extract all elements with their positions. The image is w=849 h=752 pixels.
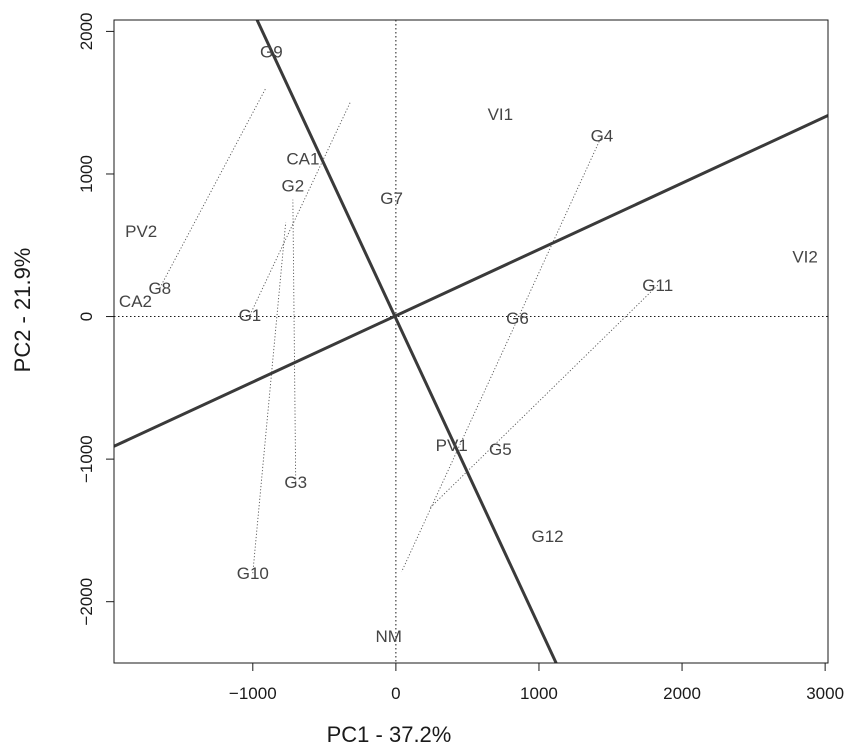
environment-label-vi2: VI2: [792, 248, 818, 267]
y-tick-label-2000: 2000: [77, 12, 96, 50]
biplot-lines: [114, 20, 828, 663]
projection-line-4: [430, 285, 658, 507]
projection-line-5: [293, 200, 296, 482]
projection-line-6: [253, 222, 286, 573]
x-tick-label-3000: 3000: [806, 684, 844, 703]
x-tick-label-0: 0: [391, 684, 400, 703]
point-labels: G1G2G3G4G5G6G7G8G9G10G11G12VI1CA1PV2VI2C…: [119, 42, 818, 646]
genotype-label-g2: G2: [282, 176, 305, 195]
x-tick-label--1000: −1000: [229, 684, 277, 703]
plot-frame: [114, 20, 828, 663]
genotype-label-g10: G10: [237, 564, 269, 583]
genotype-label-g7: G7: [380, 189, 403, 208]
genotype-label-g5: G5: [489, 440, 512, 459]
projection-line-3: [402, 135, 602, 571]
genotype-label-g3: G3: [284, 473, 307, 492]
y-axis-title: PC2 - 21.9%: [10, 248, 35, 373]
environment-label-pv1: PV1: [436, 436, 468, 455]
y-axis: −2000 −1000 0 1000 2000: [77, 12, 114, 625]
line-positive-slope: [114, 116, 828, 447]
environment-label-ca1: CA1: [286, 149, 319, 168]
y-tick-label-1000: 1000: [77, 155, 96, 193]
genotype-label-g12: G12: [531, 527, 563, 546]
projection-line-2: [250, 103, 350, 315]
y-tick-label-0: 0: [77, 312, 96, 321]
x-axis: −1000 0 1000 2000 3000: [229, 663, 844, 703]
x-tick-label-2000: 2000: [663, 684, 701, 703]
x-tick-label-1000: 1000: [520, 684, 558, 703]
genotype-label-g1: G1: [239, 306, 262, 325]
projection-lines: [160, 88, 658, 573]
genotype-label-g4: G4: [591, 126, 614, 145]
genotype-label-g9: G9: [260, 42, 283, 61]
x-axis-title: PC1 - 37.2%: [327, 722, 452, 747]
environment-label-pv2: PV2: [125, 222, 157, 241]
y-tick-label--1000: −1000: [77, 435, 96, 483]
y-tick-label--2000: −2000: [77, 578, 96, 626]
genotype-label-g11: G11: [642, 276, 673, 295]
projection-line-1: [160, 88, 266, 288]
environment-label-vi1: VI1: [488, 105, 514, 124]
environment-label-ca2: CA2: [119, 292, 152, 311]
genotype-label-g6: G6: [506, 309, 529, 328]
reference-lines: [114, 20, 828, 663]
environment-label-nm: NM: [375, 627, 401, 646]
